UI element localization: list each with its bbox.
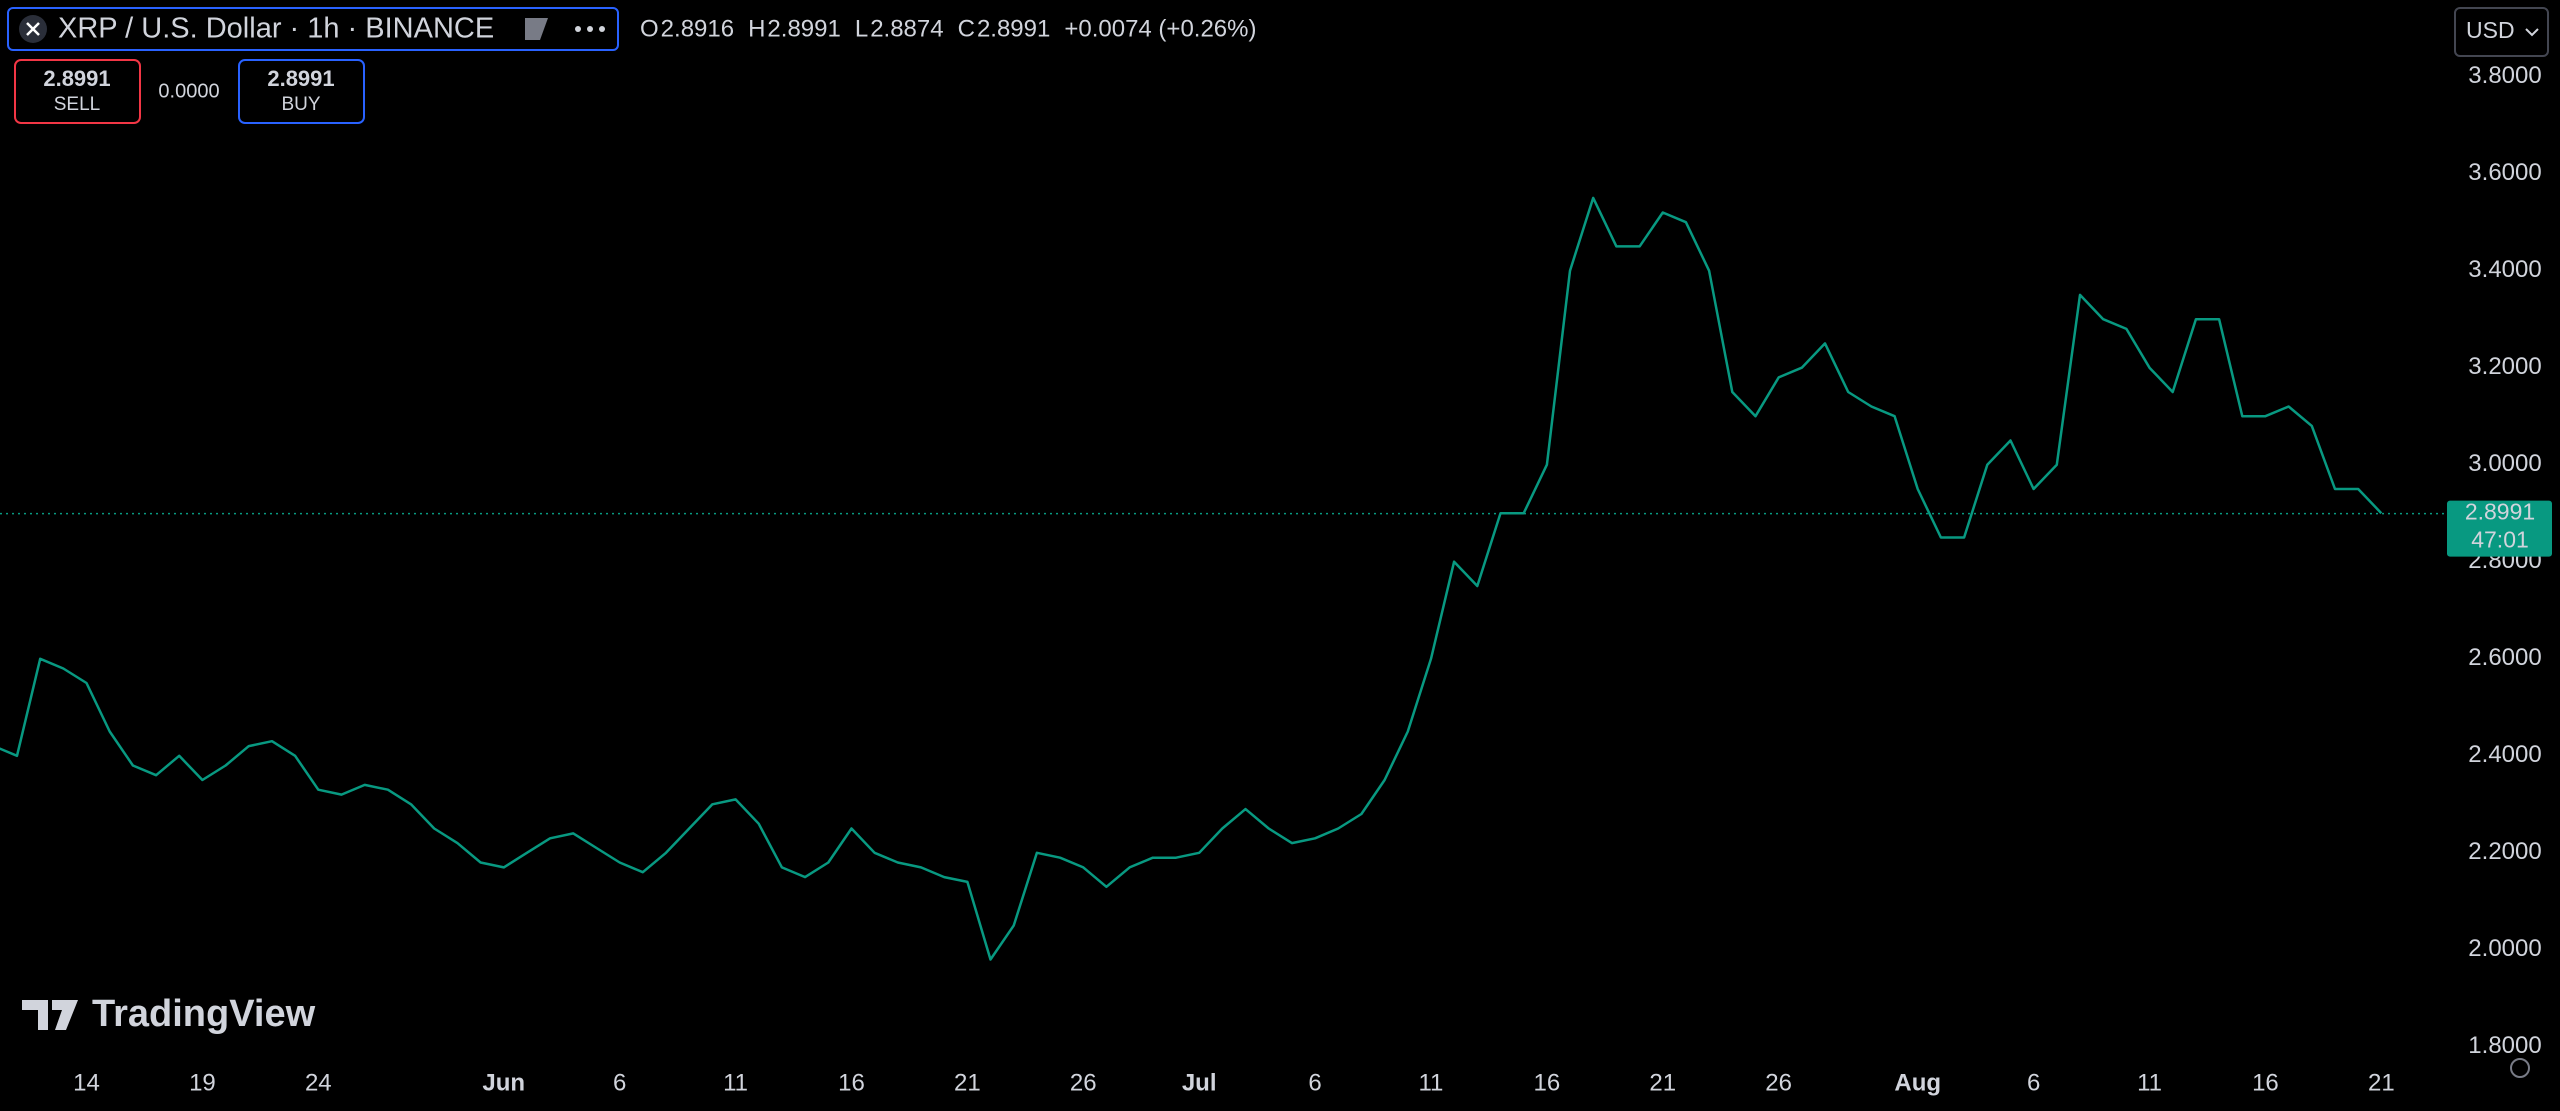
- ohlc-value: 2.8874: [870, 15, 943, 42]
- ohlc-value: 2.8916: [661, 15, 734, 42]
- settings-icon[interactable]: [2510, 1058, 2530, 1078]
- y-tick-label: 3.4000: [2468, 256, 2541, 283]
- y-tick-label: 3.0000: [2468, 450, 2541, 477]
- x-tick-label: 16: [2252, 1069, 2279, 1096]
- dropdown-arrow: [2525, 28, 2539, 37]
- ohlc-value: 2.8991: [977, 15, 1050, 42]
- x-tick-label: 21: [954, 1069, 981, 1096]
- symbol-box[interactable]: [7, 7, 619, 51]
- sell-label: SELL: [54, 94, 100, 115]
- price-tag: [2447, 500, 2552, 557]
- x-tick-label: 6: [613, 1069, 626, 1096]
- ohlc-label: C: [958, 15, 975, 42]
- logo-text: TradingView: [92, 993, 316, 1035]
- logo-mark: [22, 1000, 78, 1030]
- x-tick-label: 6: [2027, 1069, 2040, 1096]
- price-line: [0, 196, 2383, 961]
- ohlc-label: L: [855, 15, 868, 42]
- x-tick-label: 11: [723, 1069, 748, 1096]
- ohlc-label: H: [748, 15, 765, 42]
- sell-button[interactable]: [14, 59, 141, 124]
- change: +0.0074 (+0.26%): [1064, 15, 1256, 42]
- x-tick-label: 11: [1418, 1069, 1443, 1096]
- y-tick-label: 1.8000: [2468, 1032, 2541, 1059]
- x-tick-label: 16: [1534, 1069, 1561, 1096]
- y-tick-label: 3.2000: [2468, 353, 2541, 380]
- ohlc-value: 2.8991: [767, 15, 840, 42]
- more-icon[interactable]: [575, 26, 605, 32]
- x-tick-label: 21: [2368, 1069, 2395, 1096]
- currency-select[interactable]: [2454, 7, 2549, 57]
- x-tick-label: 6: [1308, 1069, 1321, 1096]
- x-tick-label: 14: [73, 1069, 100, 1096]
- currency: USD: [2466, 17, 2515, 43]
- x-tick-label: 19: [189, 1069, 216, 1096]
- buy-button[interactable]: [238, 59, 365, 124]
- flag-icon[interactable]: [525, 18, 548, 40]
- x-tick-label: 16: [838, 1069, 865, 1096]
- x-tick-label: Aug: [1894, 1069, 1941, 1096]
- close-x: [26, 22, 40, 36]
- spread: 0.0000: [158, 80, 219, 102]
- buy-price: 2.8991: [267, 66, 334, 91]
- y-tick-label: 2.2000: [2468, 838, 2541, 865]
- price-tag-value: 2.8991: [2465, 499, 2535, 525]
- x-tick-label: 26: [1070, 1069, 1097, 1096]
- ohlc-legend: O 2.8916 H 2.8991 L 2.8874 C 2.8991 +0.0074 (+0.…: [640, 15, 1256, 42]
- ohlc-label: O: [640, 15, 659, 42]
- x-tick-label: Jul: [1182, 1069, 1217, 1096]
- buy-label: BUY: [281, 94, 320, 115]
- y-tick-label: 3.6000: [2468, 159, 2541, 186]
- x-tick-label: 11: [2137, 1069, 2162, 1096]
- y-tick-label: 2.0000: [2468, 935, 2541, 962]
- countdown: 47:01: [2471, 527, 2529, 553]
- x-tick-label: Jun: [482, 1069, 525, 1096]
- x-tick-label: 24: [305, 1069, 332, 1096]
- x-tick-label: 21: [1649, 1069, 1676, 1096]
- x-tick-label: 26: [1765, 1069, 1792, 1096]
- sell-price: 2.8991: [43, 66, 110, 91]
- symbol: XRP / U.S. Dollar · 1h · BINANCE: [58, 13, 494, 45]
- plot-area: 1.80002.00002.20002.40002.60002.80003.00…: [0, 62, 2552, 1096]
- y-tick-label: 3.8000: [2468, 62, 2541, 89]
- y-tick-label: 2.4000: [2468, 741, 2541, 768]
- y-tick-label: 2.6000: [2468, 644, 2541, 671]
